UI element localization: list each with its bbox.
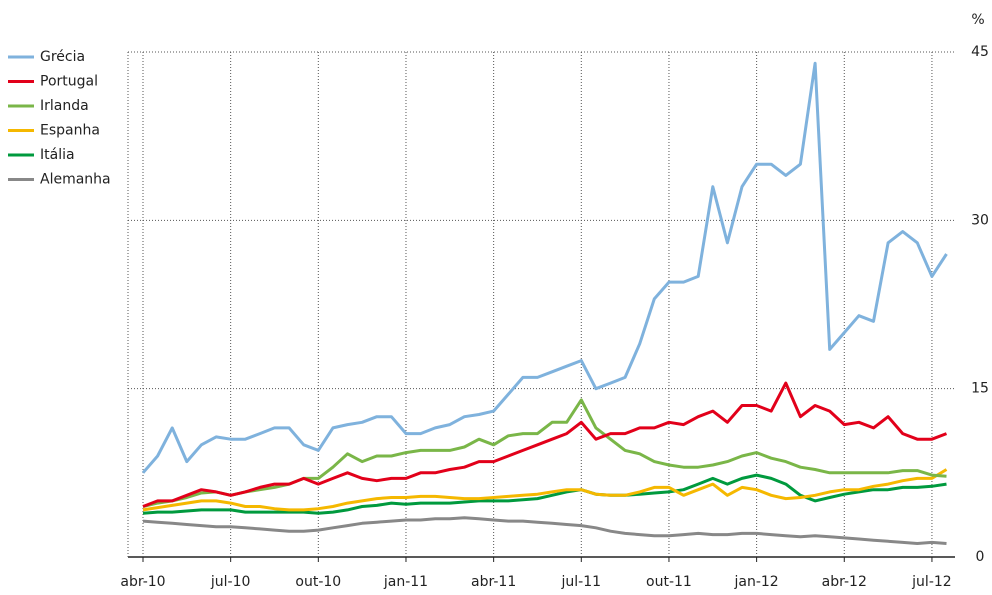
series-line xyxy=(142,473,947,515)
x-tick-label: jan-11 xyxy=(383,574,428,590)
legend-label: Irlanda xyxy=(40,98,89,114)
x-tick-label: abr-10 xyxy=(120,574,165,590)
x-tick-label: out-10 xyxy=(295,574,341,590)
y-tick-label: 45 xyxy=(971,44,989,60)
series-line xyxy=(142,398,947,508)
x-tick-label: abr-11 xyxy=(471,574,516,590)
y-tick-label: 0 xyxy=(976,549,985,565)
legend-label: Grécia xyxy=(40,49,85,65)
x-tick-label: abr-12 xyxy=(822,574,867,590)
legend-label: Portugal xyxy=(40,74,98,90)
y-tick-label: 30 xyxy=(971,212,989,228)
series-line xyxy=(142,381,948,508)
series-line xyxy=(142,468,948,512)
series-line xyxy=(142,516,947,545)
x-tick-label: out-11 xyxy=(646,574,692,590)
x-tick-label: jan-12 xyxy=(734,574,779,590)
legend-label: Itália xyxy=(40,147,75,163)
legend-label: Espanha xyxy=(40,123,100,139)
y-tick-label: 15 xyxy=(971,381,989,397)
x-tick-label: jul-12 xyxy=(911,574,952,590)
x-tick-label: jul-10 xyxy=(210,574,251,590)
series-line xyxy=(141,61,948,474)
legend-label: Alemanha xyxy=(40,172,111,188)
y-axis-label: % xyxy=(971,12,984,28)
x-tick-label: jul-11 xyxy=(561,574,602,590)
